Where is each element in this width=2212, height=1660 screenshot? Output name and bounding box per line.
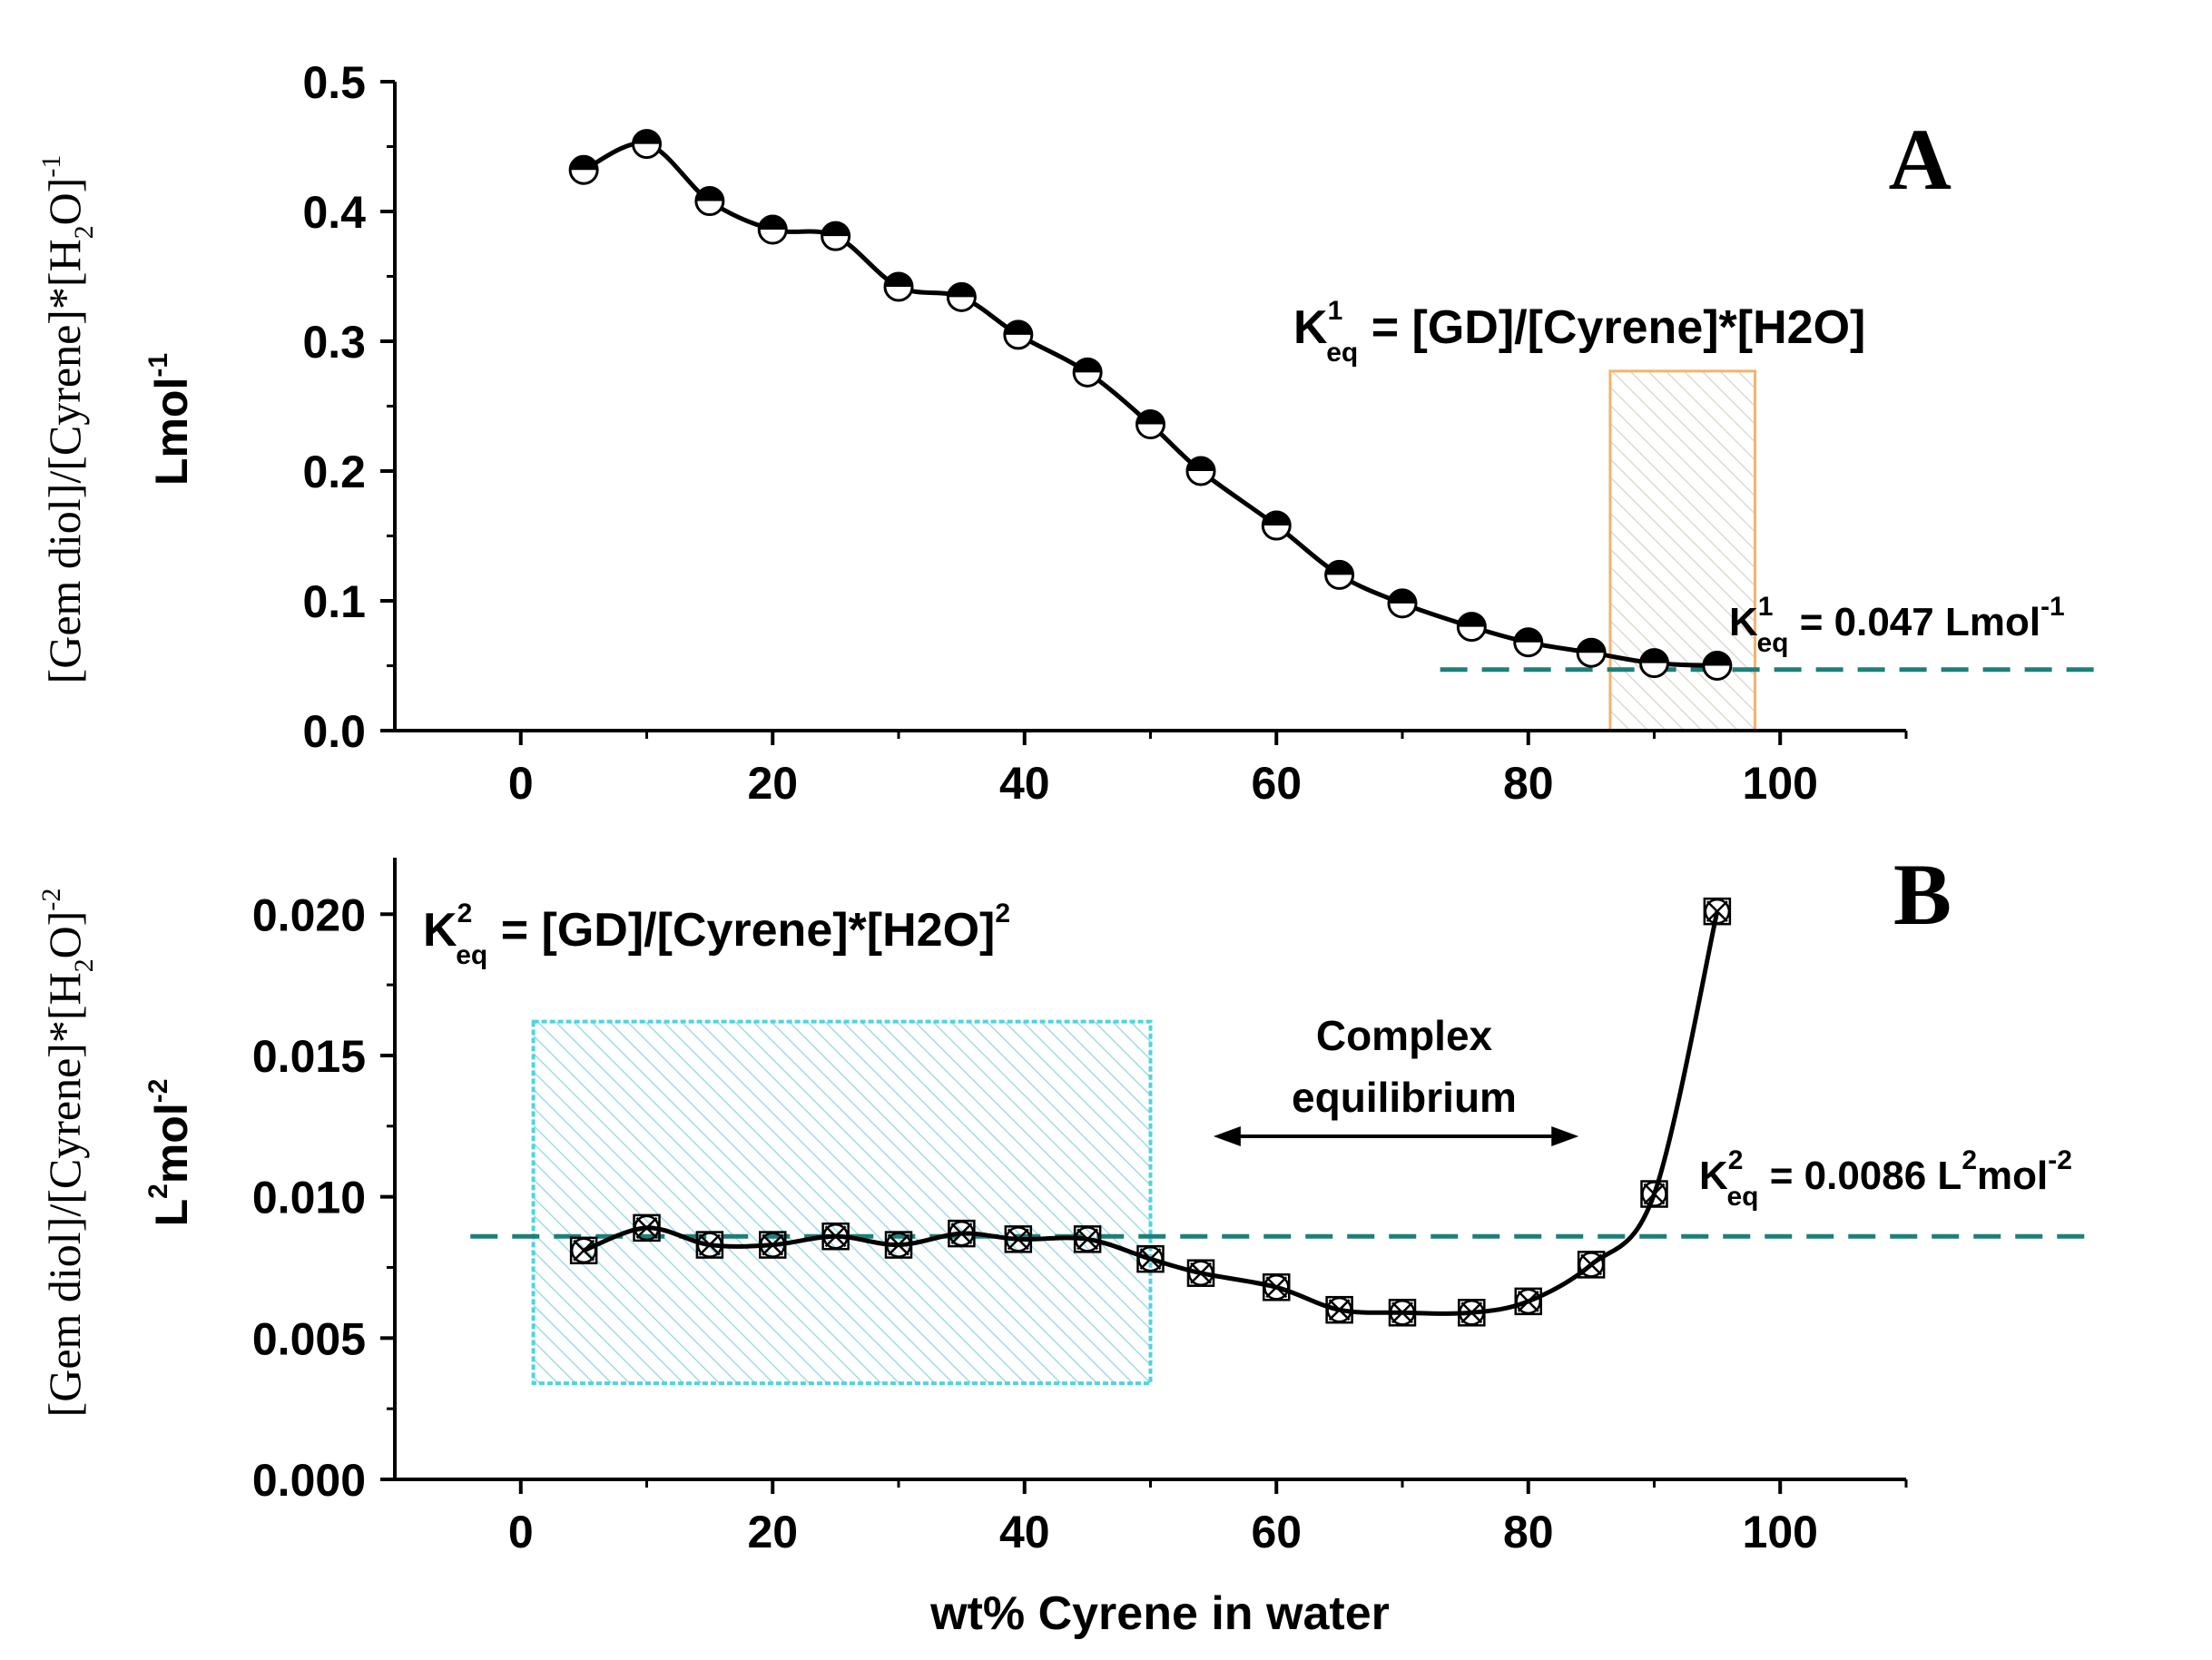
data-point <box>821 1222 850 1251</box>
data-point <box>1072 357 1103 388</box>
y-tick-label: 0.4 <box>302 187 366 238</box>
data-point <box>1135 409 1165 440</box>
highlight-box-b <box>531 1019 1153 1386</box>
panel-label-a: A <box>1889 111 1951 208</box>
data-point <box>1073 1225 1102 1253</box>
highlight-box-a <box>1608 369 1756 732</box>
data-point <box>1325 1295 1353 1324</box>
x-tick-label: 80 <box>1503 1507 1554 1557</box>
svg-text:[Gem diol]/[Cyrene]*[H2O]-2: [Gem diol]/[Cyrene]*[H2O]-2 <box>36 889 99 1418</box>
data-point <box>568 154 599 185</box>
ticks-a: 0 20 40 60 80 100 0.0 0.1 0.2 0.3 0.4 0.5 <box>302 57 1908 809</box>
x-tick-label: 80 <box>1503 758 1554 809</box>
annotation-line1: Complex <box>1316 1012 1493 1059</box>
x-tick-label: 60 <box>1251 758 1302 809</box>
panel-label-b: B <box>1893 846 1951 943</box>
svg-text:L2mol-2: L2mol-2 <box>143 1079 197 1227</box>
data-point <box>1702 651 1733 681</box>
data-point <box>694 186 725 217</box>
data-point <box>1004 1225 1033 1253</box>
x-tick-label: 60 <box>1251 1507 1302 1557</box>
data-point <box>1261 510 1292 541</box>
fit-curve-a <box>583 141 1717 668</box>
data-point <box>1513 627 1544 658</box>
equation-a: K1 eq = [GD]/[Cyrene]*[H2O] <box>1293 296 1865 368</box>
k2-value-label: K2 eq = 0.0086 L2mol-2 <box>1699 1145 2072 1212</box>
data-point <box>1263 1273 1291 1301</box>
data-point <box>759 1231 787 1259</box>
arrow-head-right <box>1551 1126 1579 1146</box>
annotation-line2: equilibrium <box>1292 1074 1517 1121</box>
x-axis-label: wt% Cyrene in water <box>929 1587 1390 1640</box>
ticks-b: 0 20 40 60 80 100 0.000 0.005 0.010 0.015 0.020 <box>252 889 1908 1557</box>
data-point <box>1185 456 1216 486</box>
data-point <box>1639 648 1669 679</box>
y-tick-label: 0.000 <box>252 1455 366 1506</box>
data-point <box>884 1231 913 1259</box>
data-point <box>757 214 788 245</box>
data-point <box>632 129 662 160</box>
y-axis-label-a: [Gem diol]/[Cyrene]*[H2O]-1 Lmol-1 <box>36 155 197 684</box>
y-tick-label: 0.2 <box>302 447 366 497</box>
data-point <box>1387 588 1418 619</box>
data-point <box>1576 637 1607 668</box>
y-tick-label: 0.005 <box>252 1313 366 1364</box>
data-point <box>948 1219 976 1248</box>
data-point <box>1514 1287 1542 1316</box>
double-arrow-icon <box>1213 1126 1579 1146</box>
svg-text:[Gem diol]/[Cyrene]*[H2O]-1: [Gem diol]/[Cyrene]*[H2O]-1 <box>36 155 99 684</box>
svg-text:Lmol-1: Lmol-1 <box>143 353 197 486</box>
k1-value-label: K1 eq = 0.047 Lmol-1 <box>1729 592 2065 658</box>
data-point <box>1324 559 1355 590</box>
data-point <box>1186 1259 1215 1287</box>
data-points-a <box>568 129 1733 681</box>
y-tick-label: 0.5 <box>302 57 366 108</box>
data-point <box>695 1231 724 1259</box>
data-point <box>1136 1244 1165 1273</box>
x-tick-label: 100 <box>1743 758 1818 809</box>
y-tick-label: 0.0 <box>302 706 366 757</box>
y-tick-label: 0.3 <box>302 317 366 368</box>
data-points-b <box>569 897 1732 1327</box>
arrow-head-left <box>1213 1126 1241 1146</box>
x-tick-label: 40 <box>999 758 1050 809</box>
x-tick-label: 20 <box>747 758 798 809</box>
data-point <box>821 221 851 251</box>
data-point <box>1003 319 1034 350</box>
data-point <box>1458 1299 1486 1327</box>
data-point <box>1703 897 1732 926</box>
x-tick-label: 0 <box>508 758 534 809</box>
data-point <box>569 1236 598 1265</box>
data-point <box>1388 1299 1417 1327</box>
y-tick-label: 0.020 <box>252 889 366 940</box>
data-point <box>633 1213 661 1243</box>
x-tick-label: 40 <box>999 1507 1050 1557</box>
x-tick-label: 100 <box>1743 1507 1818 1557</box>
y-axis-label-b: [Gem diol]/[Cyrene]*[H2O]-2 L2mol-2 <box>36 889 197 1418</box>
y-tick-label: 0.010 <box>252 1173 366 1223</box>
equation-b: K2 eq = [GD]/[Cyrene]*[H2O]2 <box>423 899 1010 970</box>
data-point <box>883 271 914 302</box>
x-tick-label: 0 <box>508 1507 534 1557</box>
data-point <box>946 281 977 312</box>
data-point <box>1456 612 1487 643</box>
panel-a: 0 20 40 60 80 100 0.0 0.1 0.2 0.3 0.4 0.5 A K1 eq = … <box>36 57 2096 809</box>
x-tick-label: 20 <box>747 1507 798 1557</box>
y-tick-label: 0.015 <box>252 1031 366 1082</box>
data-point <box>1640 1180 1668 1208</box>
data-point <box>1577 1251 1606 1279</box>
y-tick-label: 0.1 <box>302 576 366 627</box>
